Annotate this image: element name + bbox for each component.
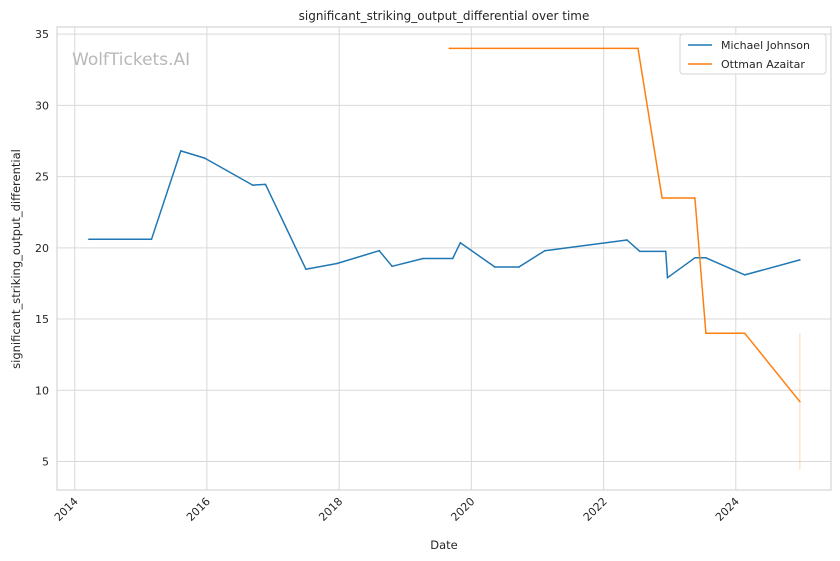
data-point-ottman-azaitar — [799, 400, 801, 403]
data-point-michael-johnson — [251, 184, 254, 186]
grid — [57, 27, 831, 490]
x-tick-label: 2022 — [581, 495, 610, 524]
data-point-michael-johnson — [518, 266, 520, 268]
data-point-michael-johnson — [744, 274, 746, 276]
series-line-michael-johnson — [88, 150, 801, 279]
y-tick-label: 15 — [35, 313, 49, 326]
x-tick-label: 2018 — [316, 495, 345, 524]
watermark: WolfTickets.AI — [72, 50, 190, 70]
data-point-michael-johnson — [264, 183, 267, 186]
data-point-michael-johnson — [799, 259, 801, 261]
legend: Michael Johnson Ottman Azaitar — [679, 33, 827, 75]
y-tick-label: 25 — [35, 171, 49, 184]
data-point-michael-johnson — [203, 157, 206, 159]
y-axis-label: significant_striking_output_differential — [9, 149, 23, 369]
y-tick-label: 35 — [35, 28, 49, 41]
series-layer — [88, 47, 801, 471]
data-point-ottman-azaitar — [694, 197, 696, 199]
x-tick-label: 2024 — [713, 495, 742, 524]
data-point-michael-johnson — [639, 250, 641, 253]
data-point-michael-johnson — [705, 256, 707, 259]
chart-title: significant_striking_output_differential… — [299, 9, 590, 23]
data-point-michael-johnson — [180, 150, 182, 152]
y-tick-label: 20 — [35, 242, 49, 255]
data-point-ottman-azaitar — [705, 332, 707, 335]
data-point-michael-johnson — [391, 265, 393, 268]
data-point-michael-johnson — [626, 239, 628, 241]
x-tick-label: 2020 — [448, 495, 477, 524]
data-point-michael-johnson — [666, 276, 669, 279]
data-point-michael-johnson — [664, 250, 667, 253]
x-axis-label: Date — [430, 538, 458, 552]
y-tick-label: 10 — [35, 384, 49, 397]
data-point-michael-johnson — [305, 268, 307, 270]
data-point-michael-johnson — [422, 257, 424, 260]
legend-box — [679, 33, 827, 75]
x-tick-labels: 2014 2016 2018 2020 2022 2024 — [52, 495, 742, 524]
data-point-ottman-azaitar — [637, 47, 639, 50]
data-point-ottman-azaitar — [744, 332, 746, 335]
data-point-michael-johnson — [150, 238, 153, 241]
data-point-michael-johnson — [494, 266, 496, 268]
x-tick-label: 2014 — [52, 495, 81, 524]
x-tick-label: 2016 — [184, 495, 213, 524]
legend-label-ottman-azaitar: Ottman Azaitar — [721, 58, 805, 71]
y-tick-label: 5 — [42, 456, 49, 469]
y-tick-label: 30 — [35, 99, 49, 112]
legend-label-michael-johnson: Michael Johnson — [721, 39, 810, 52]
data-point-michael-johnson — [544, 249, 546, 252]
data-point-michael-johnson — [451, 257, 454, 260]
data-point-michael-johnson — [459, 242, 462, 244]
y-tick-labels: 5 10 15 20 25 30 35 — [35, 28, 49, 468]
data-point-michael-johnson — [336, 262, 338, 265]
plot-frame — [56, 26, 832, 491]
data-point-ottman-azaitar — [661, 197, 663, 199]
data-point-michael-johnson — [694, 256, 696, 259]
data-point-michael-johnson — [378, 249, 380, 252]
data-point-michael-johnson — [88, 238, 90, 241]
data-point-ottman-azaitar — [448, 47, 451, 50]
